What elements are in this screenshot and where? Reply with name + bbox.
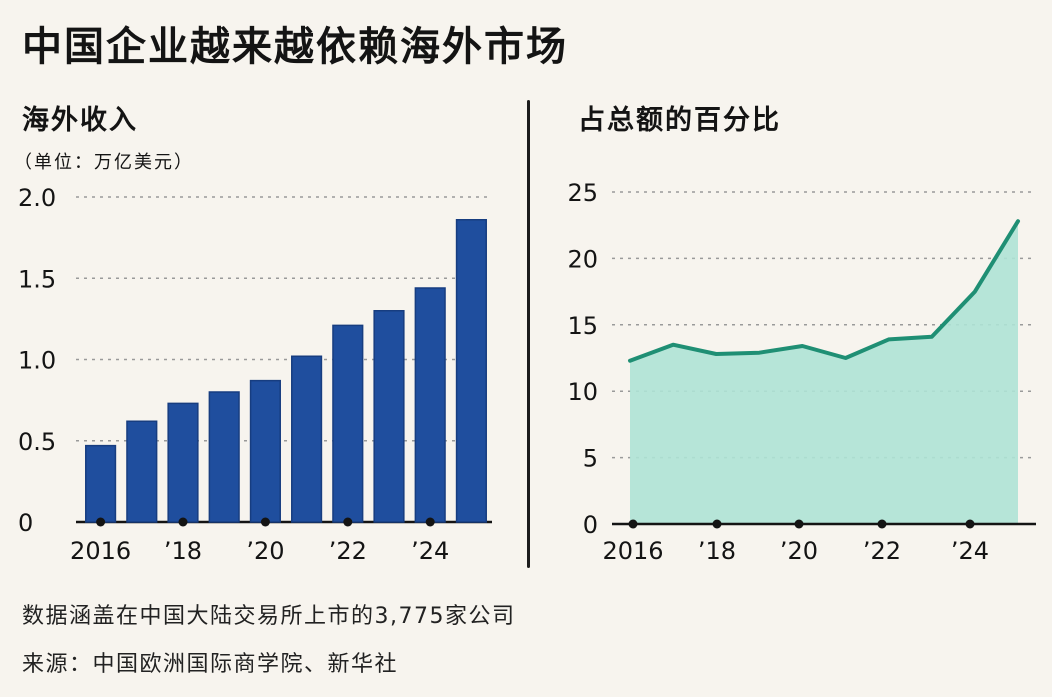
- y-tick-label: 0.5: [18, 428, 56, 456]
- y-tick-label: 1.0: [18, 347, 56, 375]
- y-tick-label: 20: [567, 245, 598, 273]
- left-panel-title: 海外收入: [22, 105, 138, 136]
- x-tick-dot: [965, 519, 975, 529]
- y-tick-label: 10: [567, 378, 598, 406]
- y-tick-label: 0: [583, 511, 598, 539]
- bar: [455, 219, 487, 523]
- y-tick-label: 1.5: [18, 265, 56, 293]
- x-tick-label: ’20: [246, 537, 284, 565]
- x-tick-label: ’24: [411, 537, 449, 565]
- bar: [291, 355, 323, 523]
- y-tick-label: 15: [567, 312, 598, 340]
- y-tick-label: 25: [567, 179, 598, 207]
- x-tick-dot: [712, 519, 722, 529]
- x-tick-label: ’22: [863, 537, 901, 565]
- right-panel-title: 占总额的百分比: [578, 105, 781, 136]
- panel-divider: [527, 100, 530, 568]
- x-tick-dot: [178, 517, 188, 527]
- x-tick-dot: [425, 517, 435, 527]
- chart-title: 中国企业越来越依赖海外市场: [22, 24, 568, 70]
- area-fill: [630, 221, 1018, 524]
- bar: [414, 287, 446, 523]
- x-tick-label: ’18: [164, 537, 202, 565]
- bar: [373, 310, 405, 523]
- x-tick-dot: [260, 517, 270, 527]
- y-tick-label: 2.0: [18, 184, 56, 212]
- bar: [332, 324, 364, 523]
- x-tick-label: ’24: [951, 537, 989, 565]
- x-tick-dot: [96, 517, 106, 527]
- x-tick-dot: [628, 519, 638, 529]
- left-panel-unit: （单位：万亿美元）: [14, 152, 194, 173]
- bar: [85, 444, 117, 523]
- x-tick-label: 2016: [70, 537, 131, 565]
- y-tick-label: 5: [583, 445, 598, 473]
- x-tick-label: 2016: [602, 537, 663, 565]
- y-tick-label: 0: [18, 509, 33, 537]
- footnote: 数据涵盖在中国大陆交易所上市的3,775家公司: [22, 604, 516, 629]
- x-tick-dot: [794, 519, 804, 529]
- x-tick-label: ’22: [329, 537, 367, 565]
- x-tick-dot: [343, 517, 353, 527]
- x-tick-label: ’20: [780, 537, 818, 565]
- x-tick-dot: [877, 519, 887, 529]
- series-line: [628, 219, 1020, 363]
- bar: [208, 391, 240, 523]
- bar: [167, 402, 199, 523]
- source-note: 来源：中国欧洲国际商学院、新华社: [22, 652, 399, 677]
- bar: [249, 379, 281, 523]
- bar: [126, 420, 158, 523]
- x-tick-label: ’18: [698, 537, 736, 565]
